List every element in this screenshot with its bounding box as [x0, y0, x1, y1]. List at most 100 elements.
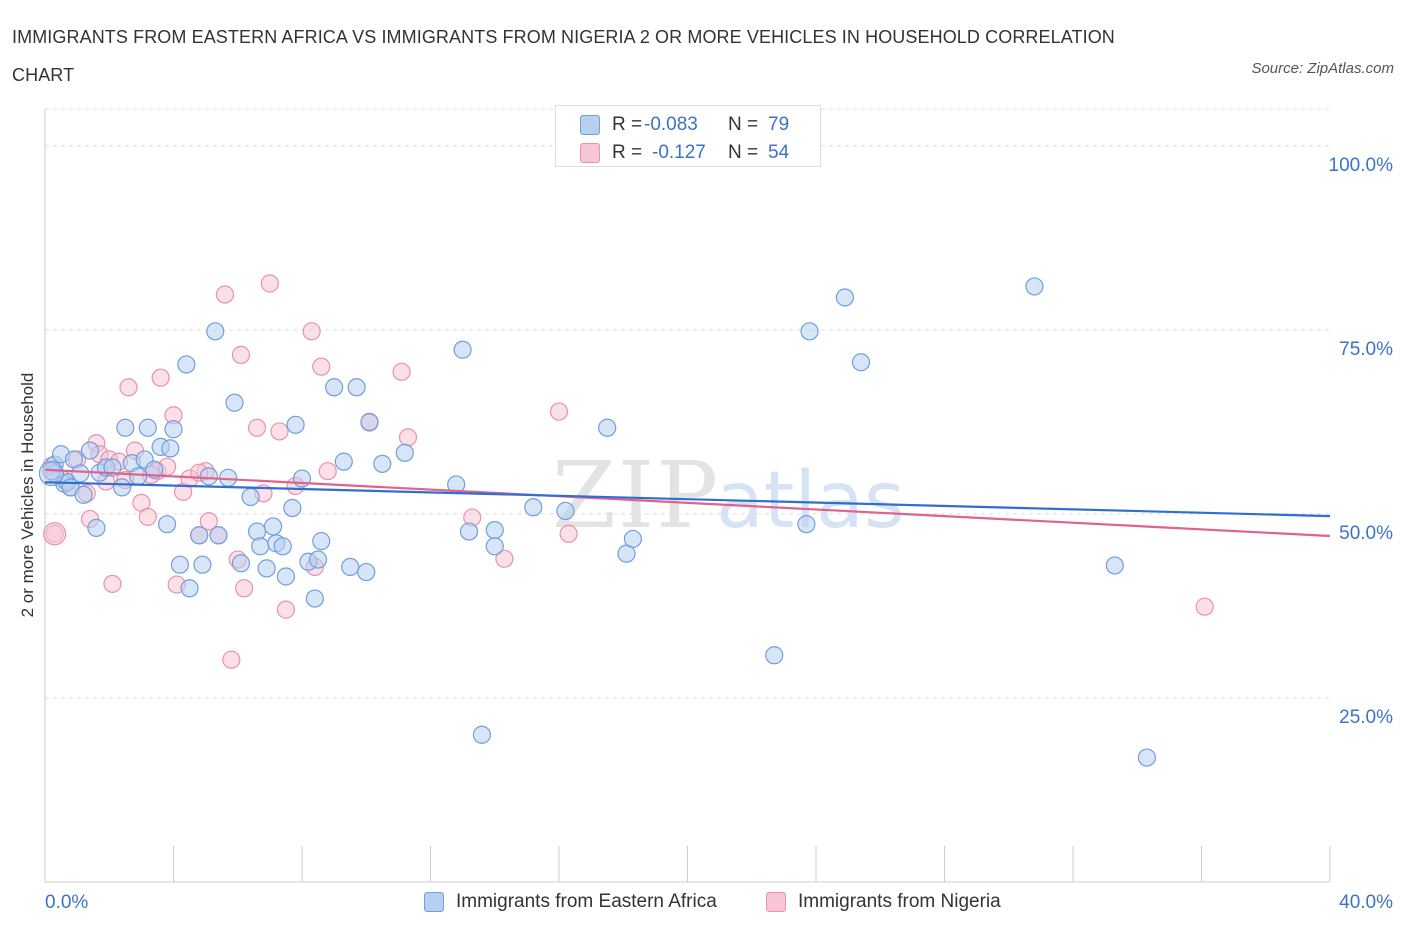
data-point: [453, 340, 472, 359]
data-point: [334, 452, 353, 471]
data-point: [151, 368, 170, 387]
data-point: [398, 428, 418, 447]
data-point: [292, 469, 312, 488]
data-point: [119, 378, 138, 397]
data-point: [524, 498, 543, 517]
data-point: [312, 532, 331, 551]
data-point: [1195, 597, 1214, 616]
legend-swatch-blue: [424, 892, 444, 912]
legend-swatch-pink: [766, 892, 786, 912]
data-point: [495, 549, 514, 568]
data-point: [231, 554, 251, 573]
data-point: [270, 422, 289, 441]
data-point-cluster: [43, 522, 67, 546]
data-point: [305, 589, 324, 608]
data-point: [263, 517, 283, 536]
trend-line-eastern-africa: [44, 481, 1331, 518]
series-eastern-africa-points: [38, 277, 1156, 767]
data-point: [71, 464, 90, 483]
legend-row-eastern-africa: R = -0.083 N = 79: [580, 114, 789, 136]
bottom-legend-eastern-africa: Immigrants from Eastern Africa: [424, 890, 717, 914]
data-point: [231, 345, 251, 364]
data-point: [312, 357, 331, 376]
legend-r-value: -0.083: [644, 114, 698, 135]
data-point: [765, 646, 784, 665]
data-point: [180, 579, 199, 598]
data-point: [247, 522, 267, 541]
legend-r-label: R =: [612, 142, 643, 163]
y-tick-label: 75.0%: [1339, 339, 1393, 360]
data-point: [241, 487, 260, 507]
stats-legend: R = -0.083 N = 79 R = -0.127 N = 54: [555, 105, 821, 167]
data-point: [623, 529, 642, 549]
data-point: [273, 537, 292, 556]
y-tick-label: 50.0%: [1339, 523, 1393, 544]
legend-swatch-pink: [580, 143, 600, 163]
legend-n-label: N =: [728, 142, 759, 163]
data-point: [1025, 277, 1044, 296]
data-point: [276, 600, 296, 619]
x-tick-label-max: 40.0%: [1339, 892, 1393, 913]
data-point: [112, 478, 132, 497]
bottom-legend-nigeria: Immigrants from Nigeria: [766, 890, 1001, 914]
legend-swatch-blue: [580, 115, 600, 135]
legend-r-label: R =: [612, 114, 643, 135]
legend-r-value: -0.127: [652, 142, 706, 163]
data-point: [222, 650, 241, 669]
data-point: [347, 378, 366, 397]
x-tick-labels: 0.0% 40.0%: [45, 892, 1393, 913]
data-point: [472, 725, 491, 744]
data-point: [276, 567, 296, 586]
data-point: [392, 362, 411, 381]
y-axis-label: 2 or more Vehicles in Household: [18, 372, 37, 618]
data-point: [157, 515, 177, 534]
data-point: [485, 521, 504, 540]
data-point: [485, 537, 504, 556]
data-point: [103, 574, 122, 593]
data-point: [161, 439, 180, 458]
data-point: [138, 507, 157, 526]
trend-line-nigeria: [44, 468, 1331, 538]
data-point: [797, 515, 816, 534]
legend-n-value: 79: [768, 114, 790, 135]
data-point: [199, 512, 218, 531]
data-point: [800, 322, 819, 341]
x-tick-label-min: 0.0%: [45, 892, 88, 913]
chart-title: IMMIGRANTS FROM EASTERN AFRICA VS IMMIGR…: [12, 27, 1115, 85]
legend-series-name: Immigrants from Eastern Africa: [456, 891, 717, 912]
data-point: [549, 402, 569, 421]
data-point: [177, 355, 196, 374]
data-point: [116, 418, 135, 437]
data-point: [1137, 748, 1156, 767]
data-point: [103, 458, 122, 477]
data-point: [209, 526, 228, 545]
data-point: [283, 498, 302, 518]
legend-n-label: N =: [728, 114, 759, 135]
source-label: Source: ZipAtlas.com: [1251, 60, 1394, 77]
data-point: [835, 288, 855, 307]
legend-series-name: Immigrants from Nigeria: [798, 891, 1001, 912]
data-point: [341, 557, 360, 577]
data-point: [170, 555, 190, 574]
data-point: [257, 559, 276, 578]
data-point: [206, 322, 225, 341]
y-tick-label: 100.0%: [1329, 155, 1394, 176]
data-point: [193, 555, 212, 574]
data-point: [235, 579, 254, 598]
data-point: [286, 415, 305, 434]
trend-lines: [44, 468, 1331, 538]
data-point: [318, 462, 337, 481]
axes: [44, 109, 1331, 883]
data-point: [164, 420, 183, 439]
data-point: [598, 418, 617, 437]
data-point: [190, 526, 209, 545]
data-point: [199, 467, 218, 486]
data-point: [360, 412, 379, 431]
y-tick-label: 25.0%: [1339, 707, 1393, 728]
data-point: [556, 501, 575, 521]
legend-row-nigeria: R = -0.127 N = 54: [580, 142, 789, 164]
data-point: [145, 460, 164, 479]
data-point: [138, 418, 157, 437]
data-point: [260, 274, 279, 293]
